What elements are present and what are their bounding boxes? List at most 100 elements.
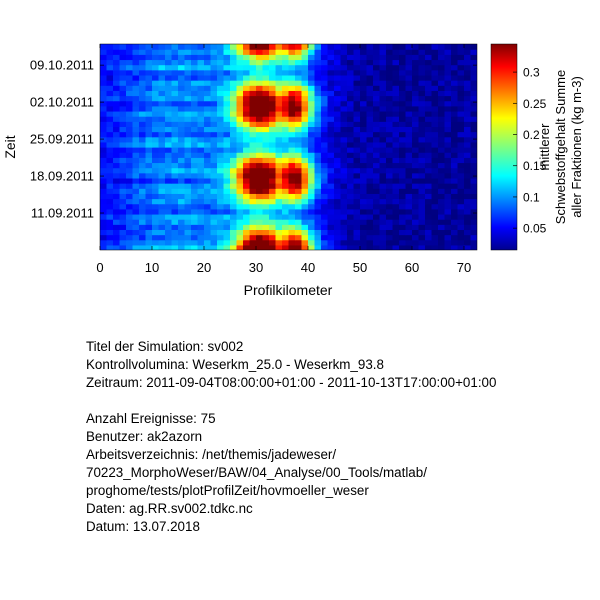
colorbar-label-line1: mittlerer	[537, 123, 552, 171]
heatmap-cell	[178, 152, 186, 158]
heatmap-cell	[379, 162, 387, 169]
heatmap-cell	[353, 74, 361, 81]
heatmap-cell	[366, 100, 374, 107]
heatmap-cell	[210, 219, 218, 225]
heatmap-cell	[301, 49, 309, 55]
heatmap-cell	[158, 244, 166, 250]
heatmap-cell	[275, 203, 283, 210]
heatmap-cell	[145, 162, 153, 169]
heatmap-cell	[243, 147, 251, 153]
heatmap-cell	[438, 90, 446, 97]
info-dir-3: proghome/tests/plotProfilZeit/hovmoeller…	[86, 483, 369, 498]
heatmap-cell	[314, 100, 322, 107]
heatmap-cell	[321, 136, 329, 143]
heatmap-cell	[210, 64, 218, 71]
heatmap-cell	[379, 126, 387, 133]
heatmap-cell	[210, 234, 218, 241]
heatmap-cell	[457, 74, 465, 81]
heatmap-cell	[464, 59, 472, 66]
heatmap-cell	[308, 90, 316, 97]
heatmap-cell	[119, 69, 127, 76]
heatmap-cell	[438, 105, 446, 112]
heatmap-cell	[249, 49, 257, 55]
heatmap-cell	[178, 167, 186, 174]
heatmap-cell	[145, 203, 153, 210]
heatmap-cell	[236, 203, 244, 210]
heatmap-cell	[366, 116, 374, 122]
heatmap-cell	[379, 105, 387, 112]
heatmap-cell	[249, 162, 257, 169]
heatmap-cell	[386, 213, 394, 220]
heatmap-cell	[249, 141, 257, 148]
heatmap-cell	[418, 157, 426, 164]
heatmap-cell	[288, 136, 296, 143]
heatmap-cell	[243, 198, 251, 205]
heatmap-cell	[379, 141, 387, 148]
heatmap-cell	[412, 147, 420, 153]
heatmap-cell	[288, 177, 296, 184]
heatmap-cell	[295, 193, 303, 200]
heatmap-cell	[100, 152, 108, 158]
heatmap-cell	[379, 110, 387, 117]
heatmap-cell	[457, 69, 465, 76]
heatmap-cell	[444, 80, 452, 86]
heatmap-cell	[464, 131, 472, 138]
heatmap-cell	[256, 193, 264, 200]
heatmap-cell	[308, 234, 316, 241]
heatmap-cell	[425, 54, 433, 61]
heatmap-cell	[236, 74, 244, 81]
heatmap-cell	[184, 183, 192, 189]
heatmap-cell	[386, 59, 394, 66]
heatmap-cell	[282, 162, 290, 169]
heatmap-cell	[152, 126, 160, 133]
heatmap-cell	[321, 229, 329, 236]
heatmap-cell	[412, 193, 420, 200]
heatmap-cell	[288, 172, 296, 179]
heatmap-cell	[230, 239, 238, 246]
heatmap-cell	[295, 219, 303, 225]
heatmap-cell	[464, 136, 472, 143]
heatmap-cell	[269, 126, 277, 133]
heatmap-cell	[210, 74, 218, 81]
heatmap-cell	[470, 121, 477, 127]
heatmap-cell	[288, 208, 296, 215]
heatmap-cell	[152, 44, 160, 50]
heatmap-cell	[327, 110, 335, 117]
heatmap-cell	[197, 177, 205, 184]
heatmap-cell	[119, 85, 127, 91]
heatmap-cell	[132, 177, 140, 184]
heatmap-cell	[340, 244, 348, 250]
heatmap-cell	[171, 49, 179, 55]
heatmap-cell	[223, 162, 231, 169]
heatmap-cell	[139, 95, 147, 102]
heatmap-cell	[386, 172, 394, 179]
heatmap-cell	[223, 116, 231, 122]
heatmap-cell	[262, 147, 270, 153]
heatmap-cell	[425, 198, 433, 205]
heatmap-cell	[373, 95, 381, 102]
heatmap-cell	[275, 136, 283, 143]
heatmap-cell	[451, 49, 459, 55]
heatmap-cell	[217, 152, 225, 158]
heatmap-cell	[243, 208, 251, 215]
heatmap-cell	[347, 100, 355, 107]
heatmap-cell	[334, 121, 342, 127]
heatmap-cell	[184, 198, 192, 205]
heatmap-cell	[405, 80, 413, 86]
heatmap-cell	[353, 90, 361, 97]
heatmap-cell	[230, 74, 238, 81]
heatmap-cell	[386, 136, 394, 143]
heatmap-cell	[464, 69, 472, 76]
heatmap-cell	[210, 172, 218, 179]
heatmap-cell	[262, 219, 270, 225]
heatmap-cell	[431, 136, 439, 143]
heatmap-cell	[139, 172, 147, 179]
heatmap-cell	[412, 162, 420, 169]
heatmap-cell	[412, 177, 420, 184]
heatmap-cell	[340, 147, 348, 153]
heatmap-cell	[470, 105, 477, 112]
heatmap-cell	[178, 136, 186, 143]
heatmap-cell	[184, 136, 192, 143]
heatmap-cell	[269, 54, 277, 61]
heatmap-cell	[269, 239, 277, 246]
